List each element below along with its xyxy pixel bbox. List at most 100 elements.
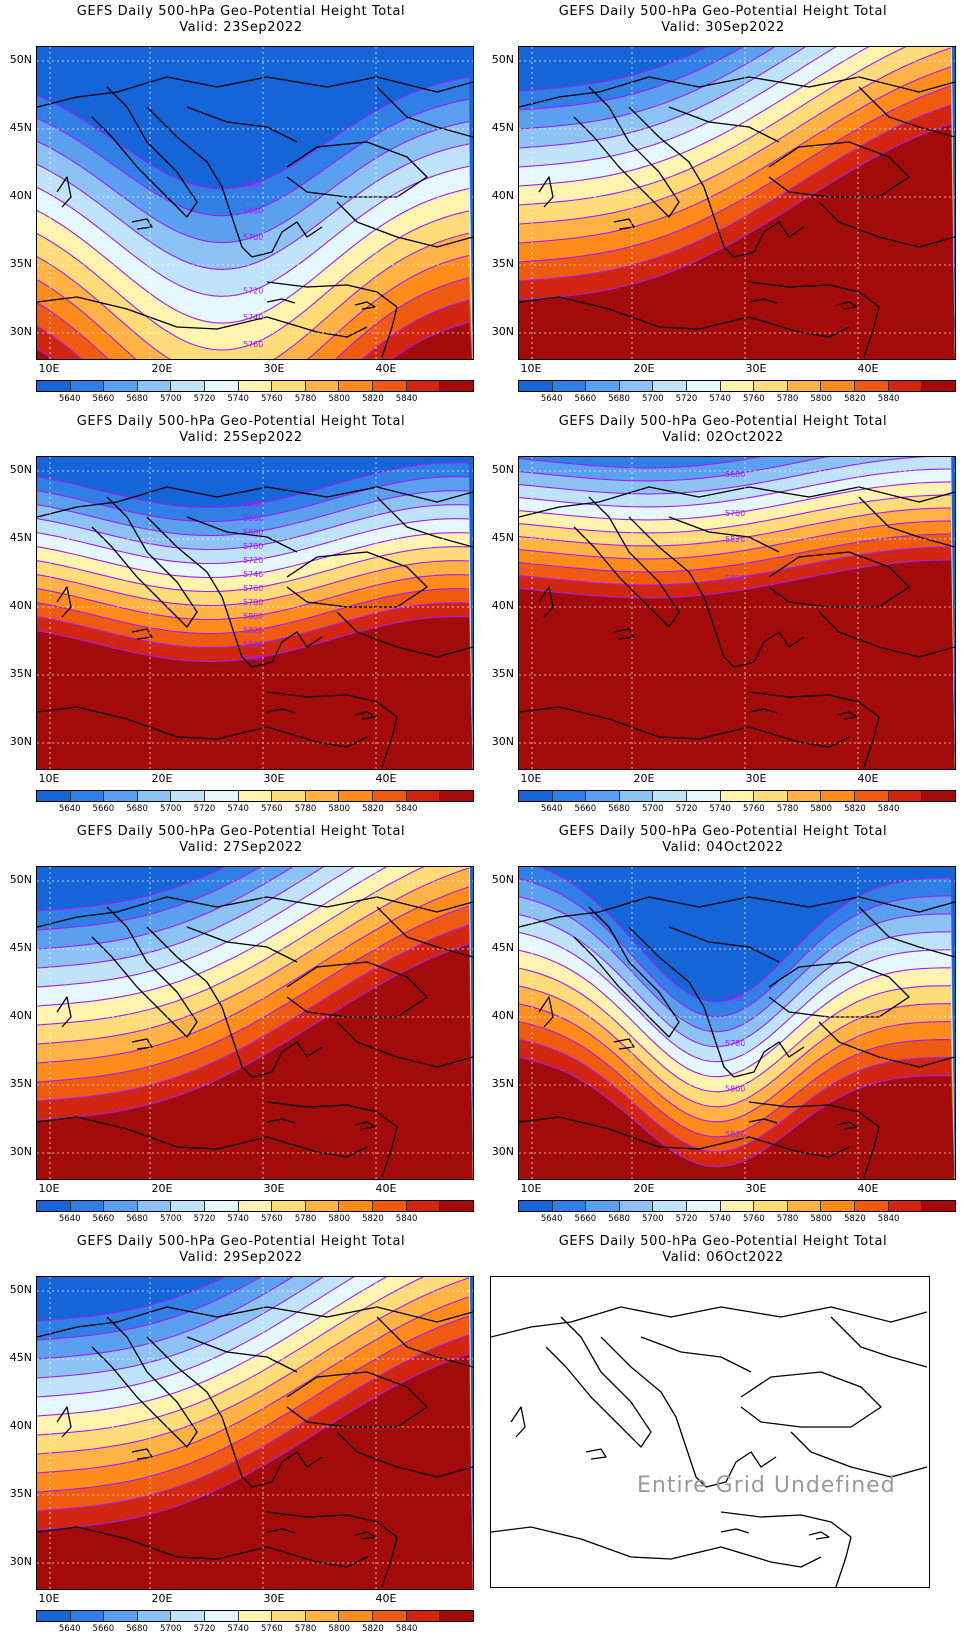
contour-line xyxy=(519,47,907,206)
contour-line xyxy=(37,188,470,324)
colorbar-swatch xyxy=(137,381,172,391)
colorbar-tick-label: 5660 xyxy=(92,1624,115,1634)
coastline xyxy=(37,76,473,108)
colorbar-tick-label: 5760 xyxy=(261,1624,283,1634)
coastline xyxy=(381,1126,398,1178)
colorbar-tick-label: 5740 xyxy=(709,394,731,404)
map-panel-23sep: GEFS Daily 500-hPa Geo-Potential Height … xyxy=(0,0,482,410)
coastline xyxy=(146,926,253,1078)
colorbar-swatch xyxy=(373,791,407,801)
coastline xyxy=(336,201,473,248)
colorbar-tick-label: 5700 xyxy=(641,394,664,404)
contour-label: 5800 xyxy=(243,612,263,621)
coastline xyxy=(146,106,253,258)
coastline xyxy=(56,586,72,618)
contour-line xyxy=(519,896,951,1033)
coastline-layer xyxy=(37,486,473,768)
coastline xyxy=(131,628,153,640)
latitude-label: 40N xyxy=(9,599,32,612)
coastline xyxy=(600,1336,707,1488)
panel-valid-date: Valid: 30Sep2022 xyxy=(661,20,785,35)
contour-line xyxy=(37,867,324,969)
contour-line xyxy=(37,1277,470,1455)
colorbar-tick-label: 5740 xyxy=(227,394,249,404)
colorbar-swatch xyxy=(37,1611,71,1621)
colorbar-tick-label: 5680 xyxy=(126,804,148,814)
height-field-map: 5640 5660 5680 5700 5720 5740 5760 5780 5800 5820… xyxy=(37,457,473,769)
height-field-map: 5820 xyxy=(519,47,955,359)
longitude-label: 20E xyxy=(633,772,655,785)
coastline xyxy=(37,1116,368,1158)
contour-line xyxy=(37,1296,470,1474)
contour-line xyxy=(519,468,952,508)
colorbar-tick-label: 5760 xyxy=(261,394,283,404)
contour-line xyxy=(537,867,952,1003)
colorbar-tick-label: 5720 xyxy=(193,1214,216,1224)
coastline xyxy=(491,1306,928,1338)
height-field-map: 5840 xyxy=(37,1277,473,1589)
colorbar-swatch xyxy=(339,1201,374,1211)
colorbar-swatch xyxy=(754,1201,788,1211)
colorbar-tick-label: 5660 xyxy=(574,1214,597,1224)
colorbar-swatch xyxy=(922,791,955,801)
colorbar-swatch xyxy=(888,791,923,801)
contour-line xyxy=(37,1277,294,1360)
latitude-label: 35N xyxy=(491,667,514,680)
latitude-label: 50N xyxy=(9,463,32,476)
coastline xyxy=(186,1336,298,1373)
colorbar xyxy=(36,1610,474,1622)
map-panel-30sep: GEFS Daily 500-hPa Geo-Potential Height … xyxy=(482,0,964,410)
colorbar-swatch xyxy=(440,381,473,391)
latitude-label: 45N xyxy=(9,1351,32,1364)
latitude-label: 50N xyxy=(9,873,32,886)
latitude-label: 40N xyxy=(9,189,32,202)
colorbar-tick-label: 5660 xyxy=(574,804,597,814)
colorbar xyxy=(518,1200,956,1212)
colorbar-tick-label: 5760 xyxy=(743,804,765,814)
colorbar-swatch xyxy=(406,1611,441,1621)
coastline xyxy=(640,1336,752,1373)
coastline xyxy=(519,706,850,748)
contour-line xyxy=(37,1353,470,1531)
coastline xyxy=(491,1526,822,1568)
longitude-label: 20E xyxy=(151,1592,173,1605)
longitude-label: 10E xyxy=(38,362,60,375)
coastline xyxy=(37,1526,368,1568)
longitude-label: 30E xyxy=(263,1592,285,1605)
colorbar-swatch xyxy=(440,1611,473,1621)
coastline xyxy=(286,961,428,1018)
coastline xyxy=(748,298,778,304)
contour-line xyxy=(519,481,952,521)
colorbar-tick-label: 5840 xyxy=(877,804,900,814)
panel-title: GEFS Daily 500-hPa Geo-Potential Height … xyxy=(76,414,406,429)
contour-label: 5800 xyxy=(725,1085,745,1094)
colorbar-swatch xyxy=(888,381,923,391)
longitude-label: 40E xyxy=(375,362,397,375)
contour-line xyxy=(37,867,226,912)
colorbar-tick-label: 5660 xyxy=(92,394,115,404)
colorbar-swatch xyxy=(519,791,553,801)
panel-valid-date: Valid: 27Sep2022 xyxy=(179,840,303,855)
panel-valid-date: Valid: 29Sep2022 xyxy=(179,1250,303,1265)
colorbar-tick-label: 5720 xyxy=(193,804,216,814)
contour-label: 5740 xyxy=(243,570,263,579)
colorbar-tick-label: 5800 xyxy=(328,394,351,404)
graticule xyxy=(519,457,955,769)
map-panel-29sep: GEFS Daily 500-hPa Geo-Potential Height … xyxy=(0,1230,482,1640)
colorbar-swatch xyxy=(653,381,688,391)
contour-line xyxy=(519,1003,951,1123)
colorbar-swatch xyxy=(305,791,340,801)
contour-line xyxy=(37,476,470,523)
coastline xyxy=(720,1528,750,1534)
colorbar-swatch xyxy=(855,381,889,391)
coastline xyxy=(251,1451,323,1488)
latitude-label: 30N xyxy=(491,735,514,748)
colorbar-tick-label: 5820 xyxy=(362,394,384,404)
colorbar-swatch xyxy=(552,381,587,391)
contour-line xyxy=(37,232,470,359)
longitude-label: 30E xyxy=(263,772,285,785)
colorbar-swatch xyxy=(305,381,340,391)
latitude-label: 50N xyxy=(9,1283,32,1296)
coastline-layer xyxy=(519,486,955,768)
coastline xyxy=(376,1316,473,1368)
